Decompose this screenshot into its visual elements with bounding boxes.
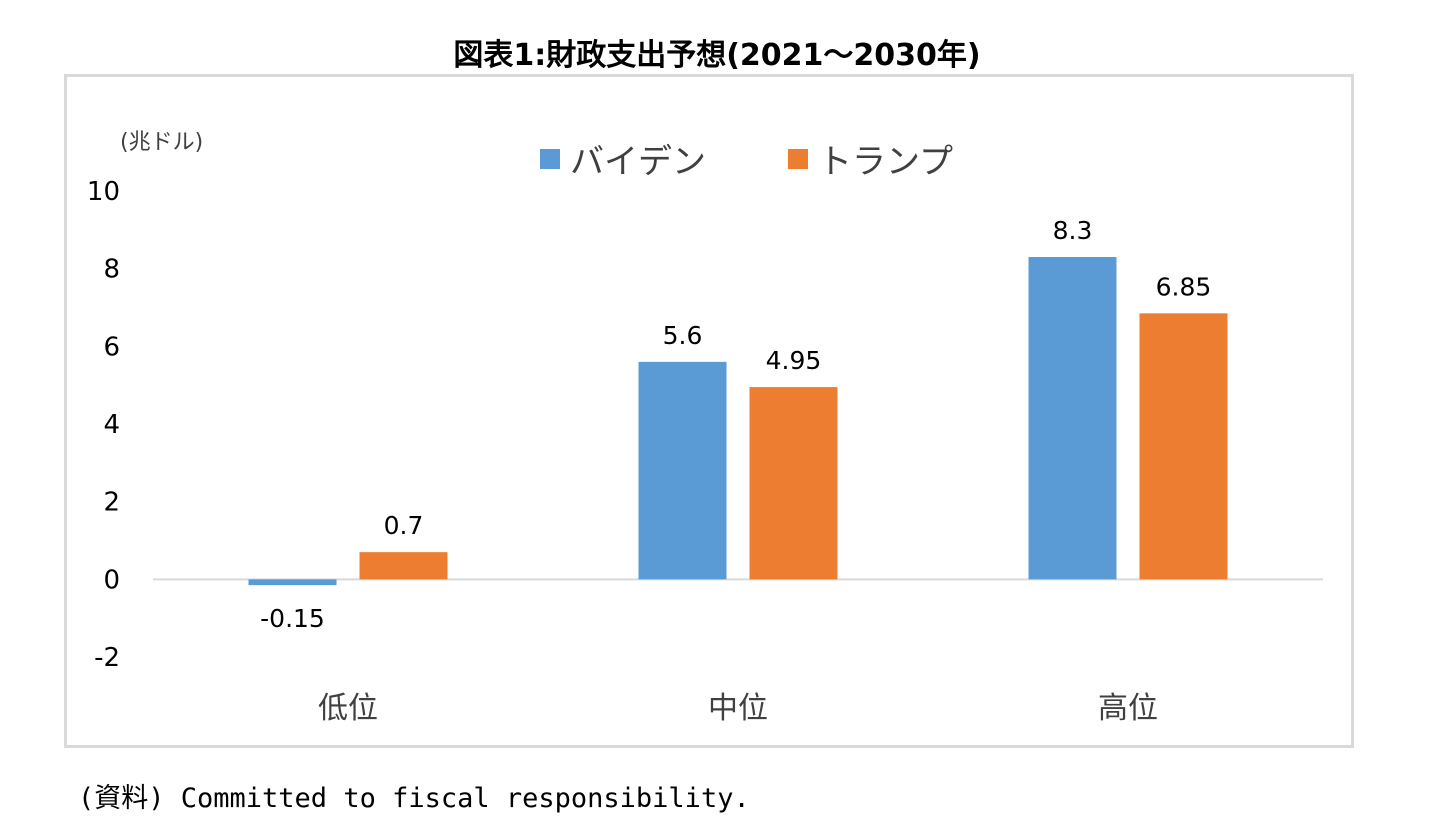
bar-biden: [638, 361, 727, 580]
chart-title: 図表1:財政支出予想(2021〜2030年): [453, 38, 981, 73]
legend-label-trump: トランプ: [818, 142, 953, 182]
y-axis-unit-label: (兆ドル): [120, 130, 204, 155]
chart-legend: バイデン トランプ: [540, 134, 1035, 183]
y-tick-label: 4: [103, 410, 120, 440]
bar-trump: [1139, 313, 1228, 580]
bar-trump: [359, 552, 448, 580]
data-label: 4.95: [766, 346, 822, 375]
bar-biden: [1028, 257, 1117, 580]
x-category-label: 高位: [1098, 691, 1158, 726]
legend-swatch-biden: [540, 148, 560, 169]
data-label: 0.7: [384, 511, 424, 540]
data-label: 5.6: [663, 321, 703, 350]
source-note: (資料) Committed to fiscal responsibility.: [78, 783, 750, 814]
y-tick-label: 10: [87, 177, 120, 207]
x-category-label: 中位: [708, 691, 768, 726]
y-tick-label: 2: [103, 488, 120, 518]
legend-swatch-trump: [788, 148, 808, 169]
legend-item-biden: バイデン: [540, 134, 706, 183]
data-label: -0.15: [260, 604, 325, 633]
legend-item-trump: トランプ: [788, 134, 953, 183]
y-tick-label: 6: [103, 332, 120, 362]
bar-trump: [749, 387, 838, 580]
data-label: 6.85: [1156, 272, 1212, 301]
y-tick-label: 0: [103, 565, 120, 595]
y-tick-label: 8: [103, 255, 120, 285]
x-category-label: 低位: [318, 691, 378, 726]
bar-biden: [248, 579, 337, 586]
legend-label-biden: バイデン: [570, 142, 706, 182]
y-tick-label: -2: [94, 643, 120, 673]
data-label: 8.3: [1053, 216, 1093, 245]
